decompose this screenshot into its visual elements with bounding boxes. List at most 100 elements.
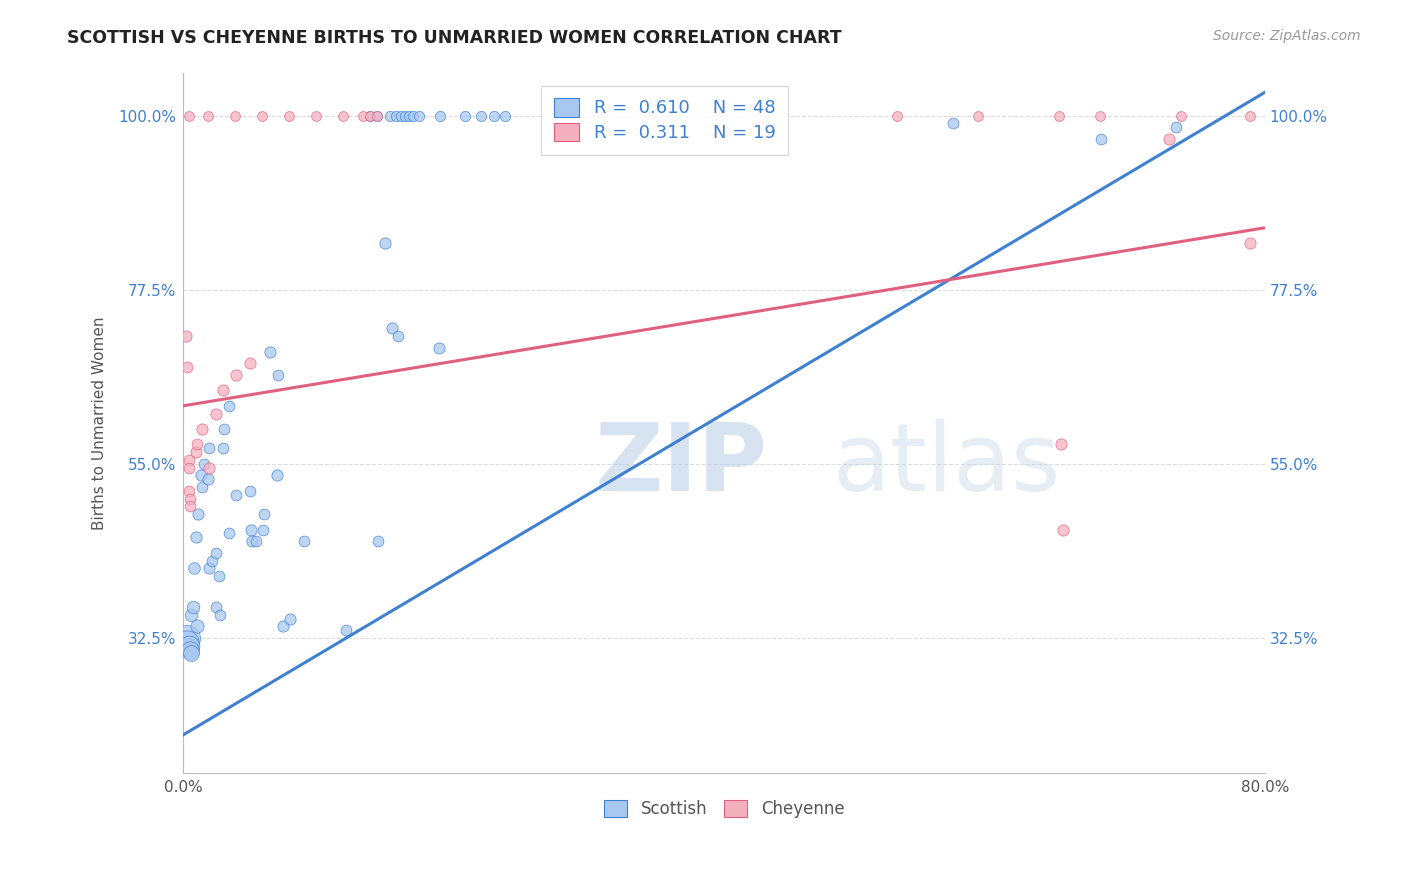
- Point: [384, 109, 406, 123]
- Point: [191, 422, 214, 436]
- Point: [205, 546, 228, 560]
- Point: [305, 109, 328, 123]
- Point: [218, 526, 240, 541]
- Y-axis label: Births to Unmarried Women: Births to Unmarried Women: [93, 317, 107, 530]
- Point: [184, 445, 207, 459]
- Text: SCOTTISH VS CHEYENNE BIRTHS TO UNMARRIED WOMEN CORRELATION CHART: SCOTTISH VS CHEYENNE BIRTHS TO UNMARRIED…: [67, 29, 842, 46]
- Point: [1239, 236, 1261, 251]
- Text: ZIP: ZIP: [595, 419, 768, 511]
- Point: [402, 109, 425, 123]
- Point: [240, 523, 263, 537]
- Point: [266, 468, 288, 483]
- Point: [278, 612, 301, 626]
- Point: [176, 360, 198, 375]
- Point: [408, 109, 430, 123]
- Point: [366, 109, 388, 123]
- Point: [224, 109, 246, 123]
- Point: [1170, 109, 1192, 123]
- Point: [211, 384, 233, 398]
- Point: [253, 507, 276, 521]
- Point: [183, 561, 205, 575]
- Point: [366, 109, 388, 123]
- Point: [381, 321, 404, 335]
- Point: [967, 109, 990, 123]
- Point: [1088, 109, 1111, 123]
- Point: [429, 109, 451, 123]
- Point: [484, 109, 506, 123]
- Text: atlas: atlas: [832, 419, 1060, 511]
- Point: [184, 530, 207, 544]
- Point: [359, 109, 381, 123]
- Point: [394, 109, 416, 123]
- Point: [177, 639, 200, 653]
- Point: [212, 422, 235, 436]
- Point: [181, 600, 204, 615]
- Point: [190, 468, 212, 483]
- Point: [250, 109, 273, 123]
- Point: [211, 442, 233, 456]
- Point: [177, 109, 200, 123]
- Point: [180, 647, 202, 661]
- Point: [292, 534, 315, 549]
- Point: [176, 631, 198, 645]
- Point: [208, 607, 231, 622]
- Point: [225, 488, 247, 502]
- Point: [886, 109, 908, 123]
- Point: [387, 329, 409, 343]
- Point: [1164, 120, 1187, 135]
- Point: [179, 642, 201, 657]
- Point: [389, 109, 412, 123]
- Point: [374, 236, 396, 251]
- Point: [198, 561, 221, 575]
- Point: [207, 569, 229, 583]
- Point: [186, 437, 208, 451]
- Text: Source: ZipAtlas.com: Source: ZipAtlas.com: [1213, 29, 1361, 43]
- Point: [186, 619, 208, 633]
- Point: [470, 109, 492, 123]
- Point: [1239, 109, 1261, 123]
- Point: [177, 460, 200, 475]
- Point: [245, 534, 267, 549]
- Point: [205, 600, 228, 615]
- Point: [177, 483, 200, 498]
- Point: [367, 534, 389, 549]
- Point: [191, 480, 214, 494]
- Point: [942, 116, 965, 130]
- Point: [201, 553, 224, 567]
- Point: [225, 368, 247, 382]
- Point: [174, 329, 197, 343]
- Point: [335, 624, 357, 638]
- Point: [277, 109, 299, 123]
- Point: [427, 341, 450, 355]
- Point: [398, 109, 420, 123]
- Point: [259, 344, 281, 359]
- Point: [187, 507, 209, 521]
- Point: [1047, 109, 1070, 123]
- Point: [198, 442, 221, 456]
- Point: [453, 109, 475, 123]
- Point: [179, 491, 201, 506]
- Point: [240, 534, 263, 549]
- Point: [193, 457, 215, 471]
- Point: [179, 500, 201, 514]
- Legend: Scottish, Cheyenne: Scottish, Cheyenne: [598, 793, 851, 824]
- Point: [359, 109, 381, 123]
- Point: [332, 109, 354, 123]
- Point: [1090, 132, 1112, 146]
- Point: [197, 109, 219, 123]
- Point: [218, 399, 240, 413]
- Point: [1052, 523, 1074, 537]
- Point: [177, 453, 200, 467]
- Point: [197, 472, 219, 486]
- Point: [239, 356, 262, 370]
- Point: [273, 619, 295, 633]
- Point: [1157, 132, 1180, 146]
- Point: [239, 483, 262, 498]
- Point: [180, 607, 202, 622]
- Point: [176, 635, 198, 649]
- Point: [380, 109, 402, 123]
- Point: [205, 407, 228, 421]
- Point: [1049, 437, 1071, 451]
- Point: [494, 109, 516, 123]
- Point: [267, 368, 290, 382]
